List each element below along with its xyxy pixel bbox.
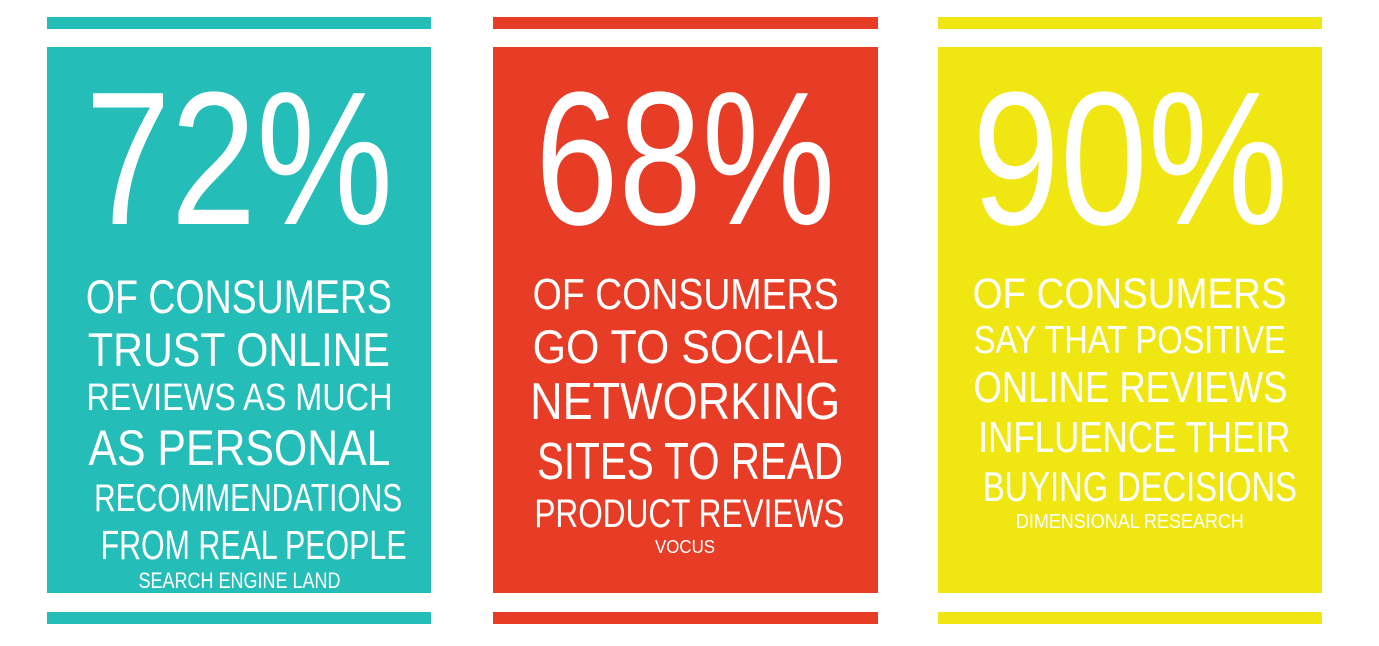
stat-line: OF CONSUMERS <box>973 269 1287 318</box>
stat-value: 68% <box>535 53 836 265</box>
stat-line: SAY THAT POSITIVE <box>973 318 1286 362</box>
teal-top-bar <box>47 17 431 29</box>
stat-line: REVIEWS AS MUCH <box>85 376 392 419</box>
stat-line: GO TO SOCIAL <box>532 319 839 373</box>
stat-card-68: 68% OF CONSUMERS GO TO SOCIAL NETWORKING… <box>493 47 878 593</box>
teal-bottom-bar <box>47 612 431 624</box>
yellow-top-bar <box>938 17 1322 29</box>
stat-line: SITES TO READ <box>536 432 843 491</box>
stat-line: BUYING DECISIONS <box>982 463 1297 511</box>
yellow-bottom-bar <box>938 612 1322 624</box>
stat-line: FROM REAL PEOPLE <box>100 521 407 568</box>
stat-line: OF CONSUMERS <box>85 269 392 323</box>
red-top-bar <box>493 17 878 29</box>
stat-source: SEARCH ENGINE LAND <box>137 568 340 593</box>
stat-line: OF CONSUMERS <box>532 269 839 319</box>
stat-value: 90% <box>972 53 1288 265</box>
stat-value: 72% <box>85 53 393 265</box>
stat-line: ONLINE REVIEWS <box>973 363 1287 413</box>
stat-line: INFLUENCE THEIR <box>978 413 1291 463</box>
stat-card-72: 72% OF CONSUMERS TRUST ONLINE REVIEWS AS… <box>47 47 431 593</box>
stat-line: AS PERSONAL <box>88 420 390 477</box>
stat-line: PRODUCT REVIEWS <box>534 491 845 536</box>
stat-line: RECOMMENDATIONS <box>94 477 403 521</box>
stat-source: DIMENSIONAL RESEARCH <box>1016 511 1244 534</box>
red-bottom-bar <box>493 612 878 624</box>
stat-line: TRUST ONLINE <box>87 323 390 377</box>
stat-line: NETWORKING <box>530 373 841 432</box>
stat-card-90: 90% OF CONSUMERS SAY THAT POSITIVE ONLIN… <box>938 47 1322 593</box>
stat-source: VOCUS <box>655 537 716 558</box>
